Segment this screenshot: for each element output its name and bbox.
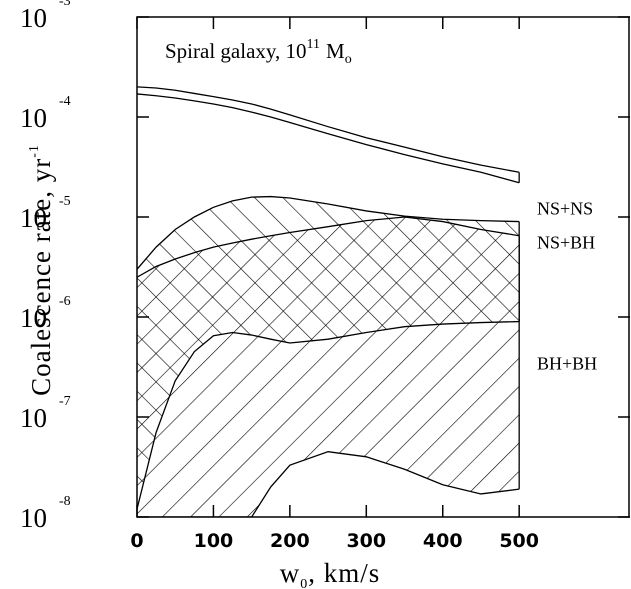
band-lower [137, 93, 520, 184]
y-tick-base: 10 [20, 503, 47, 533]
y-tick-base: 10 [20, 403, 47, 433]
y-tick-exponent: -8 [59, 494, 71, 509]
y-tick-label: 10 -3 [20, 0, 71, 33]
y-tick-exponent: -4 [59, 94, 71, 109]
series-label: NS+BH [537, 233, 595, 253]
x-tick-label: 400 [423, 530, 463, 552]
y-tick-exponent: -5 [59, 194, 71, 209]
band-fill [137, 217, 520, 517]
x-tick-label: 0 [130, 530, 143, 552]
y-tick-base: 10 [20, 3, 47, 33]
y-tick-label: 10 -6 [20, 294, 71, 333]
plot-area [137, 86, 520, 517]
y-tick-base: 10 [20, 203, 47, 233]
y-tick-base: 10 [20, 103, 47, 133]
y-tick-label: 10 -8 [20, 494, 71, 533]
y-tick-exponent: -7 [59, 394, 71, 409]
y-tick-label: 10 -7 [20, 394, 71, 433]
band-lower [137, 451, 520, 517]
series-label: NS+NS [537, 199, 593, 219]
x-axis-label: w0, km/s [280, 558, 381, 589]
y-tick-label: 10 -5 [20, 194, 71, 233]
y-tick-label: 10 -4 [20, 94, 71, 133]
band-upper [137, 86, 520, 173]
annotation: Spiral galaxy, 1011 Mo [165, 37, 352, 67]
axes-frame [136, 16, 630, 518]
band-upper [137, 216, 520, 278]
y-tick-base: 10 [20, 303, 47, 333]
y-axis-label: Coalescence rate, yr-1 [26, 144, 56, 396]
y-tick-exponent: -3 [59, 0, 71, 9]
x-tick-label: 500 [499, 530, 539, 552]
series-label: BH+BH [537, 353, 597, 373]
x-tick-label: 200 [270, 530, 310, 552]
band-upper [137, 195, 520, 270]
x-tick-label: 100 [194, 530, 234, 552]
y-tick-exponent: -6 [59, 294, 71, 309]
x-tick-label: 300 [346, 530, 386, 552]
